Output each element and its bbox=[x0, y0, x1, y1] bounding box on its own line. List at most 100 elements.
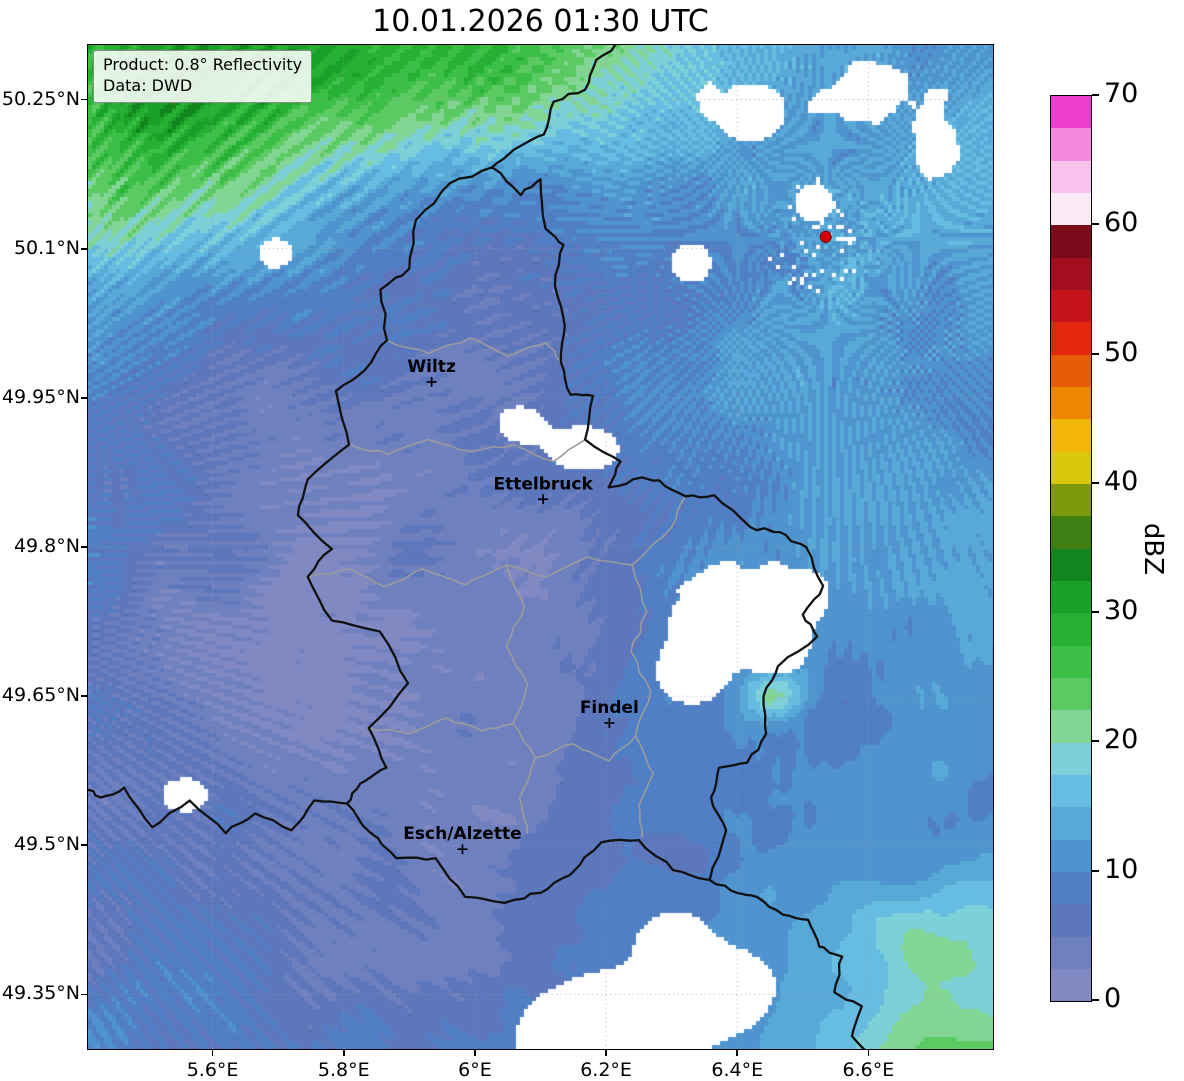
x-tick-mark bbox=[343, 1050, 345, 1056]
x-tick-mark bbox=[605, 1050, 607, 1056]
reflectivity-raster bbox=[88, 45, 993, 1049]
internal-border-line bbox=[348, 438, 586, 463]
colorbar-segment bbox=[1051, 516, 1091, 549]
map-overlay: Wiltz Ettelbruck Findel Esch/Alzette bbox=[88, 45, 993, 1049]
colorbar-segment bbox=[1051, 483, 1091, 517]
x-tick-mark bbox=[474, 1050, 476, 1056]
colorbar-segment bbox=[1051, 225, 1091, 258]
y-tick-label: 49.35°N bbox=[1, 982, 80, 1005]
colorbar-segment bbox=[1051, 289, 1091, 323]
colorbar-segment bbox=[1051, 548, 1091, 581]
x-tick-mark bbox=[736, 1050, 738, 1056]
colorbar-tick-mark bbox=[1092, 94, 1099, 96]
city-marker bbox=[457, 844, 468, 855]
colorbar-tick-mark bbox=[1092, 611, 1099, 614]
colorbar-segment bbox=[1051, 677, 1091, 711]
colorbar-tick-mark bbox=[1092, 481, 1099, 484]
x-tick-label: 6.4°E bbox=[711, 1059, 764, 1081]
y-tick-mark bbox=[81, 248, 87, 250]
internal-border-line bbox=[630, 564, 655, 839]
city-label: Ettelbruck bbox=[493, 474, 593, 494]
colorbar-segment bbox=[1051, 128, 1091, 161]
figure-title: 10.01.2026 01:30 UTC bbox=[372, 4, 709, 39]
colorbar-tick-mark bbox=[1092, 352, 1099, 355]
colorbar-segment bbox=[1051, 807, 1091, 840]
x-tick-label: 5.8°E bbox=[317, 1059, 370, 1081]
national-border-line bbox=[490, 45, 617, 169]
colorbar-segment bbox=[1051, 645, 1091, 678]
y-tick-label: 49.8°N bbox=[13, 535, 80, 557]
y-tick-label: 49.5°N bbox=[13, 833, 80, 856]
colorbar-tick-mark bbox=[1092, 740, 1099, 743]
colorbar-segment bbox=[1051, 192, 1091, 226]
colorbar-segment bbox=[1051, 354, 1091, 387]
internal-border-line bbox=[505, 564, 537, 835]
colorbar-segment bbox=[1051, 580, 1091, 614]
product-label: Product: 0.8° Reflectivity bbox=[103, 55, 303, 74]
national-border-line bbox=[708, 878, 866, 1049]
colorbar-segment bbox=[1051, 710, 1091, 743]
colorbar-tick-mark bbox=[1092, 223, 1099, 226]
map-area: Wiltz Ettelbruck Findel Esch/Alzette Produc… bbox=[88, 45, 993, 1049]
city-marker bbox=[426, 376, 437, 387]
colorbar-segment bbox=[1051, 613, 1091, 646]
colorbar-segment bbox=[1051, 839, 1091, 872]
colorbar-tick-label: 30 bbox=[1104, 595, 1139, 627]
colorbar-segment bbox=[1051, 160, 1091, 193]
x-tick-mark bbox=[211, 1050, 214, 1056]
colorbar-tick-mark bbox=[1092, 999, 1099, 1001]
colorbar-segment bbox=[1051, 871, 1091, 905]
colorbar-segment bbox=[1051, 742, 1091, 775]
colorbar-tick-label: 70 bbox=[1104, 78, 1139, 109]
x-tick-label: 6.2°E bbox=[580, 1059, 632, 1081]
product-info-box: Product: 0.8° Reflectivity Data: DWD bbox=[93, 50, 313, 103]
y-tick-label: 49.65°N bbox=[1, 684, 80, 707]
national-border-line bbox=[296, 166, 825, 905]
internal-border-line bbox=[534, 735, 637, 762]
colorbar-segment bbox=[1051, 96, 1091, 129]
internal-border-line bbox=[386, 337, 562, 363]
colorbar-tick-label: 20 bbox=[1104, 724, 1139, 756]
colorbar-tick-mark bbox=[1092, 869, 1099, 872]
x-tick-mark bbox=[867, 1050, 870, 1056]
colorbar-tick-label: 50 bbox=[1104, 336, 1139, 368]
y-tick-mark bbox=[81, 695, 87, 697]
colorbar-segment bbox=[1051, 257, 1091, 290]
colorbar-tick-label: 40 bbox=[1104, 465, 1139, 497]
y-tick-label: 49.95°N bbox=[1, 385, 80, 408]
national-border-line bbox=[88, 786, 349, 835]
city-label: Esch/Alzette bbox=[403, 824, 521, 844]
data-source-label: Data: DWD bbox=[103, 75, 193, 95]
city-label: Findel bbox=[580, 698, 639, 718]
y-tick-label: 50.25°N bbox=[1, 87, 80, 110]
colorbar-segment bbox=[1051, 936, 1091, 969]
colorbar-segment bbox=[1051, 904, 1091, 937]
y-tick-label: 50.1°N bbox=[13, 236, 80, 259]
colorbar-segment bbox=[1051, 386, 1091, 420]
colorbar-segment bbox=[1051, 419, 1091, 452]
internal-border-line bbox=[306, 495, 687, 588]
colorbar bbox=[1050, 95, 1092, 1002]
y-tick-mark bbox=[81, 98, 87, 101]
colorbar-segment bbox=[1051, 322, 1091, 355]
colorbar-segment bbox=[1051, 968, 1091, 1002]
y-tick-mark bbox=[81, 397, 87, 399]
colorbar-unit-label: dBZ bbox=[1138, 522, 1168, 576]
colorbar-segment bbox=[1051, 451, 1091, 484]
city-marker bbox=[538, 494, 549, 505]
colorbar-tick-label: 60 bbox=[1104, 207, 1139, 239]
x-tick-label: 5.6°E bbox=[186, 1059, 239, 1081]
x-tick-label: 6.6°E bbox=[842, 1059, 895, 1081]
radar-site-marker bbox=[819, 230, 832, 243]
city-marker bbox=[604, 717, 615, 728]
city-label: Wiltz bbox=[407, 357, 456, 377]
colorbar-segment bbox=[1051, 774, 1091, 808]
x-tick-label: 6°E bbox=[458, 1059, 492, 1081]
y-tick-mark bbox=[81, 993, 87, 996]
y-tick-mark bbox=[81, 546, 87, 548]
colorbar-tick-label: 0 bbox=[1104, 983, 1122, 1014]
y-tick-mark bbox=[81, 844, 87, 846]
colorbar-tick-label: 10 bbox=[1104, 853, 1139, 885]
internal-border-line bbox=[367, 717, 514, 735]
